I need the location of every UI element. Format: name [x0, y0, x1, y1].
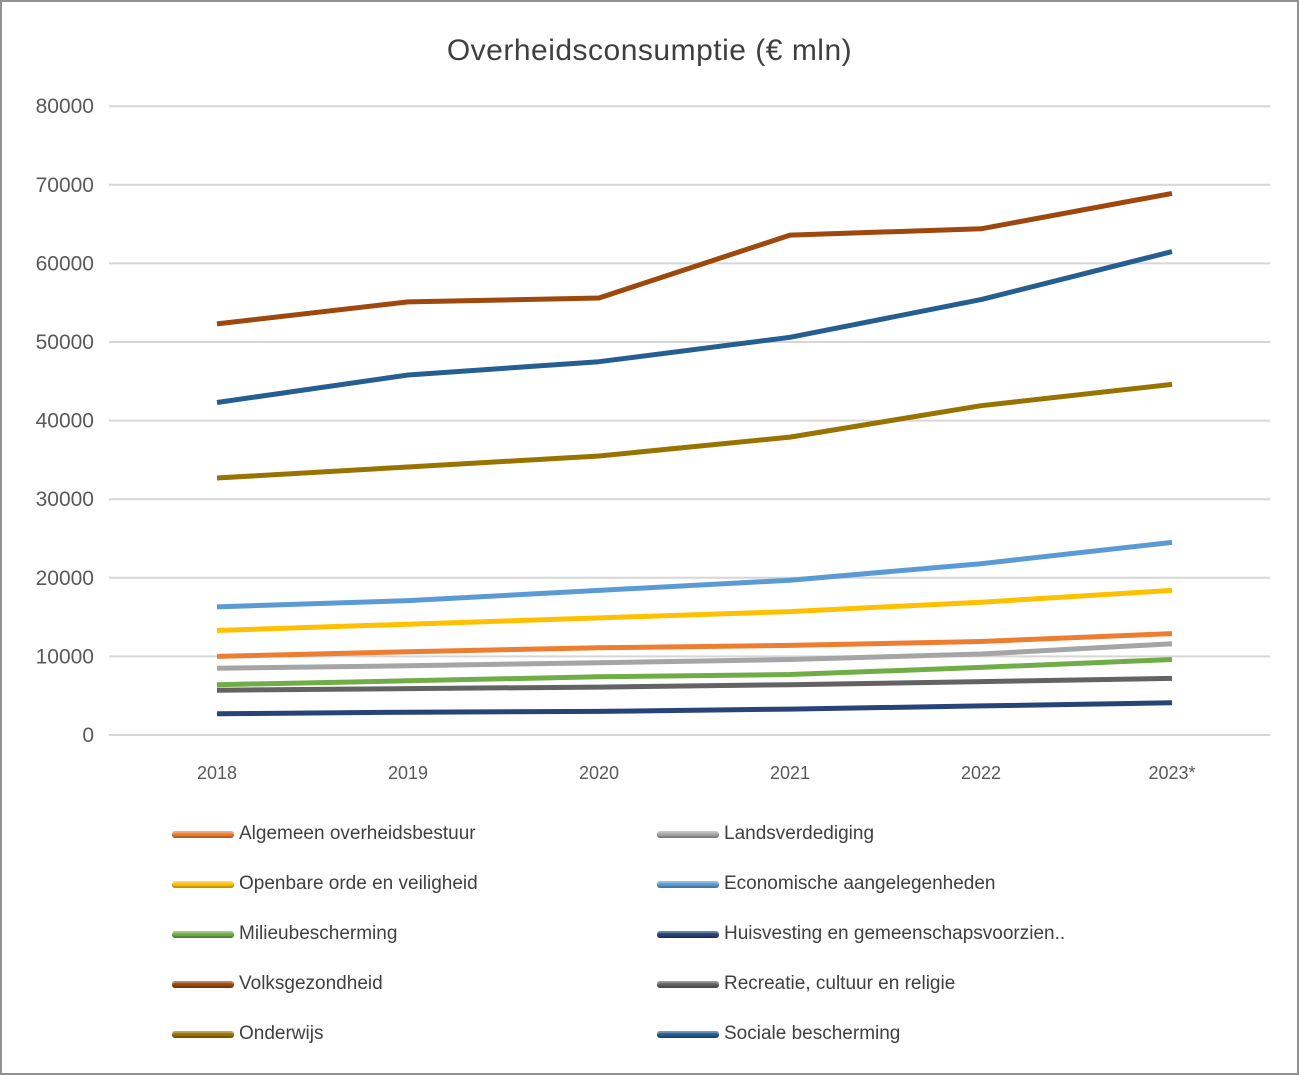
- legend-label: Huisvesting en gemeenschapsvoorzien..: [724, 923, 1066, 944]
- y-axis-tick-label: 50000: [36, 331, 94, 354]
- y-axis-tick-label: 80000: [36, 95, 94, 118]
- x-axis-tick-label: 2023*: [1148, 763, 1195, 783]
- legend-item-openbare-orde-en-veiligheid: Openbare orde en veiligheid: [172, 873, 657, 895]
- series-line-economische-aangelegenheden: [216, 539, 1173, 610]
- plot-area: 0 10000 20000 30000 40000 50000 60000 70000 8000…: [36, 95, 1270, 783]
- x-axis-tick-label: 2018: [197, 763, 237, 783]
- series-line-recreatie-cultuur-en-religie: [216, 675, 1173, 693]
- legend-swatch-icon: [172, 830, 234, 838]
- x-axis-tick-label: 2020: [579, 763, 619, 783]
- legend-swatch-icon: [172, 930, 234, 938]
- legend-label: Milieubescherming: [239, 923, 398, 944]
- legend-swatch-icon: [172, 1030, 234, 1038]
- legend-swatch-icon: [172, 980, 234, 988]
- legend-label: Onderwijs: [239, 1023, 324, 1044]
- chart-legend: Algemeen overheidsbestuur Landsverdedigi…: [172, 809, 1232, 1059]
- legend-item-onderwijs: Onderwijs: [172, 1023, 657, 1045]
- legend-item-huisvesting-en-gemeenschapsvoorzieningen: Huisvesting en gemeenschapsvoorzien..: [657, 923, 1217, 945]
- legend-label: Algemeen overheidsbestuur: [239, 823, 476, 844]
- legend-swatch-icon: [657, 980, 719, 988]
- series-line-volksgezondheid: [216, 190, 1173, 327]
- y-axis-tick-label: 70000: [36, 174, 94, 197]
- legend-label: Landsverdediging: [724, 823, 875, 844]
- legend-item-recreatie-cultuur-en-religie: Recreatie, cultuur en religie: [657, 973, 1217, 995]
- legend-item-milieubescherming: Milieubescherming: [172, 923, 657, 945]
- legend-label: Sociale bescherming: [724, 1023, 901, 1044]
- series-line-landsverdediging: [216, 641, 1173, 671]
- legend-label: Volksgezondheid: [239, 973, 383, 994]
- legend-item-economische-aangelegenheden: Economische aangelegenheden: [657, 873, 1217, 895]
- legend-label: Openbare orde en veiligheid: [239, 873, 478, 894]
- y-axis-tick-label: 10000: [36, 645, 94, 668]
- legend-item-sociale-bescherming: Sociale bescherming: [657, 1023, 1217, 1045]
- legend-item-algemeen-overheidsbestuur: Algemeen overheidsbestuur: [172, 823, 657, 845]
- legend-item-landsverdediging: Landsverdediging: [657, 823, 1217, 845]
- x-axis-tick-label: 2021: [770, 763, 810, 783]
- x-axis-tick-label: 2022: [961, 763, 1001, 783]
- y-axis-tick-label: 40000: [36, 410, 94, 433]
- legend-label: Recreatie, cultuur en religie: [724, 973, 956, 994]
- legend-label: Economische aangelegenheden: [724, 873, 996, 894]
- legend-swatch-icon: [657, 930, 719, 938]
- y-axis-tick-label: 20000: [36, 567, 94, 590]
- x-axis-tick-label: 2019: [388, 763, 428, 783]
- series-line-sociale-bescherming: [216, 249, 1173, 405]
- series-line-openbare-orde-en-veiligheid: [216, 587, 1173, 633]
- y-axis-tick-label: 30000: [36, 488, 94, 511]
- legend-swatch-icon: [657, 1030, 719, 1038]
- y-axis-tick-label: 60000: [36, 252, 94, 275]
- series-line-onderwijs: [216, 381, 1173, 481]
- legend-swatch-icon: [172, 880, 234, 888]
- legend-item-volksgezondheid: Volksgezondheid: [172, 973, 657, 995]
- chart-title: Overheidsconsumptie (€ mln): [446, 34, 853, 67]
- series-line-milieubescherming: [216, 657, 1173, 688]
- legend-swatch-icon: [657, 830, 719, 838]
- legend-swatch-icon: [657, 880, 719, 888]
- series-line-huisvesting-en-gemeenschapsvoorzien: [216, 700, 1173, 717]
- series-line-algemeen-overheidsbestuur: [216, 631, 1173, 659]
- y-axis-tick-label: 0: [82, 724, 94, 747]
